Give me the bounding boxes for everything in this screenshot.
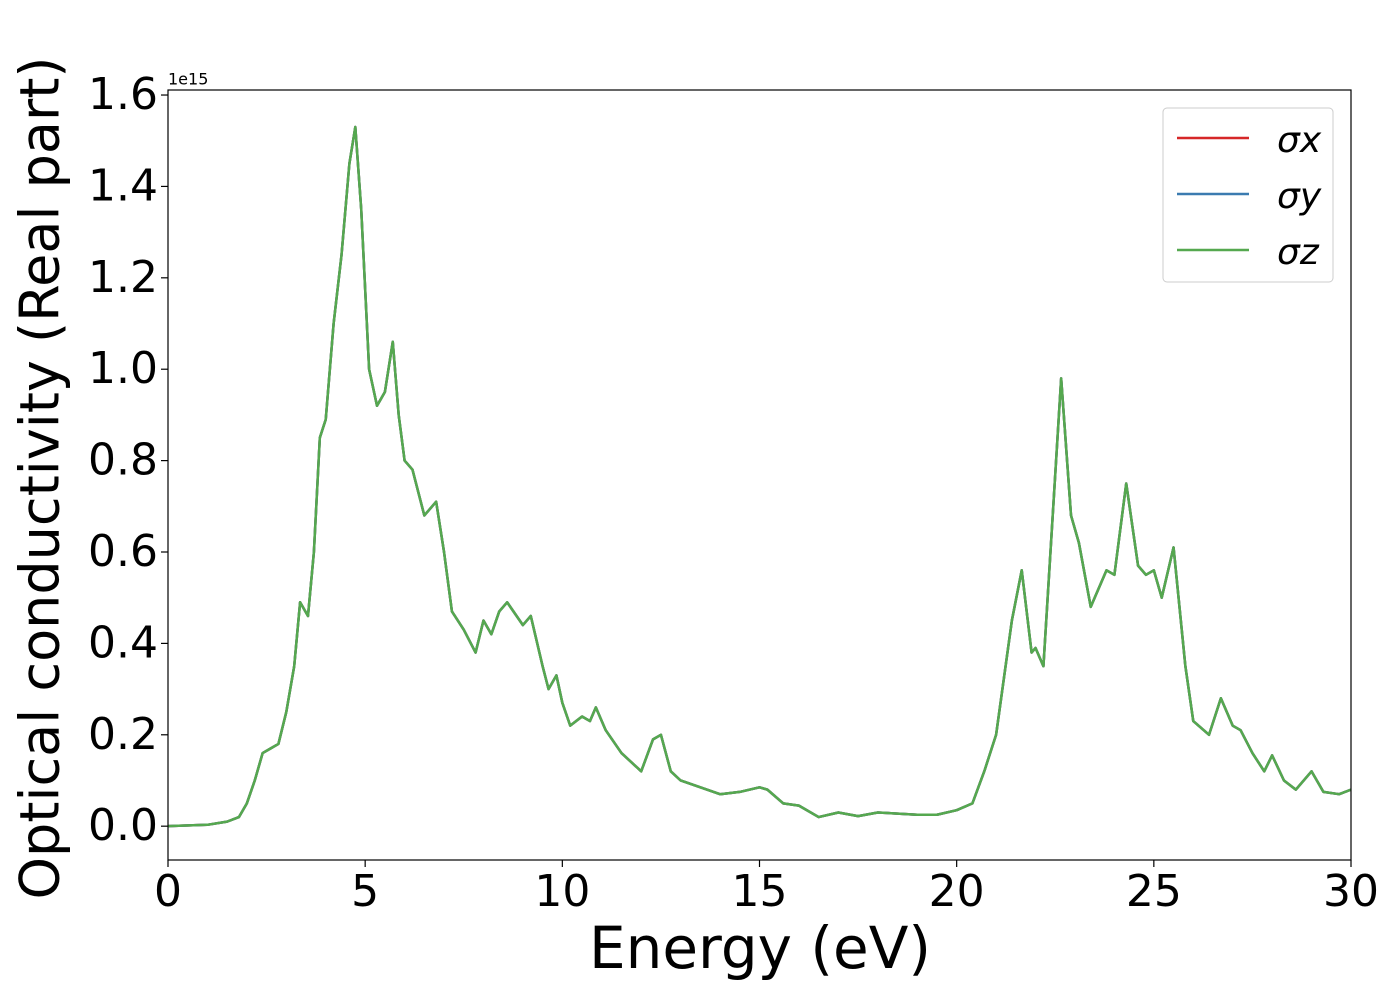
plot-frame — [167, 89, 1352, 861]
legend: σx σy σz — [1162, 107, 1334, 283]
y-tick-label: 0.4 — [88, 617, 158, 668]
y-tick-label: 1.4 — [88, 160, 158, 211]
legend-label: σy — [1277, 176, 1322, 217]
x-tick-label: 30 — [1323, 866, 1379, 917]
x-tick-label: 0 — [154, 866, 182, 917]
y-tick-label: 1.0 — [88, 343, 158, 394]
y-tick-label: 0.6 — [88, 526, 158, 577]
y-tick-label: 0.0 — [88, 800, 158, 851]
y-tick-label: 0.2 — [88, 709, 158, 760]
x-tick-label: 25 — [1126, 866, 1182, 917]
x-tick-label: 10 — [534, 866, 590, 917]
x-tick-label: 15 — [732, 866, 788, 917]
y-offset-text: 1e15 — [168, 70, 208, 89]
x-axis-label: Energy (eV) — [589, 914, 931, 982]
x-tick-label: 20 — [929, 866, 985, 917]
y-tick-label: 1.2 — [88, 252, 158, 303]
legend-label: σz — [1277, 232, 1320, 273]
legend-label: σx — [1277, 120, 1322, 161]
y-tick-label: 1.6 — [88, 69, 158, 120]
series-line — [167, 125, 1352, 828]
y-tick-label: 0.8 — [88, 435, 158, 486]
x-tick-label: 5 — [351, 866, 379, 917]
y-axis-label: Optical conductivity (Real part) — [9, 57, 72, 900]
